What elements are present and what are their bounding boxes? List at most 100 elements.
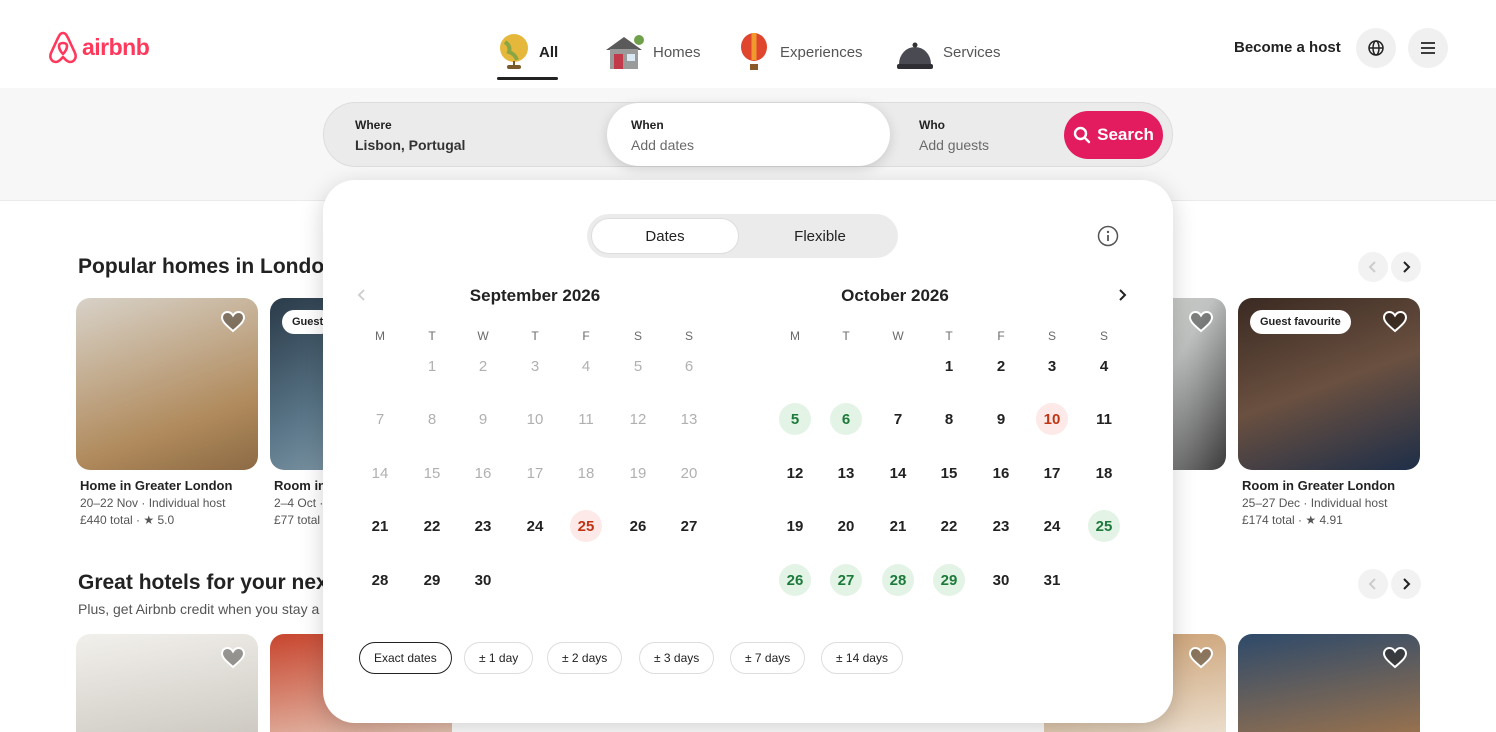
listing-text: Room in Greater London 25–27 Dec · Indivi… [1238,470,1420,527]
become-host[interactable]: Become a host [1234,39,1341,56]
calendar-day[interactable]: 29 [933,564,965,596]
calendar-day[interactable]: 9 [996,410,1006,428]
tab-experiences[interactable]: Experiences [738,26,863,78]
calendar-day[interactable]: 18 [1095,464,1113,482]
listing-title: Room in [274,478,326,493]
calendar-day[interactable]: 4 [1099,357,1109,375]
calendar-day[interactable]: 2 [996,357,1006,375]
calendar-day[interactable]: 31 [1043,571,1061,589]
listing-image[interactable] [76,634,258,732]
tab-services[interactable]: Services [895,26,1001,78]
weekday: T [945,329,953,343]
calendar-day: 16 [474,464,492,482]
calendar-day[interactable]: 7 [893,410,903,428]
heart-icon [220,310,246,333]
favorite-button[interactable] [220,645,246,671]
calendar-day[interactable]: 30 [474,571,492,589]
heart-icon [1382,646,1408,669]
arrow-icon [1403,261,1411,273]
favorite-button[interactable] [1188,645,1214,671]
calendar-day[interactable]: 3 [1047,357,1057,375]
calendar-day[interactable]: 22 [423,517,441,535]
flex-chip[interactable]: ± 1 day [464,642,534,674]
toggle-flexible[interactable]: Flexible [794,227,846,245]
calendar-day: 4 [581,357,591,375]
calendar-day: 7 [375,410,385,428]
calendar-day[interactable]: 23 [992,517,1010,535]
calendar-day[interactable]: 12 [786,464,804,482]
calendar-day[interactable]: 20 [837,517,855,535]
calendar-day: 5 [633,357,643,375]
favorite-button[interactable] [220,309,246,335]
calendar-day[interactable]: 6 [830,403,862,435]
calendar-day[interactable]: 28 [371,571,389,589]
calendar-day[interactable]: 24 [1043,517,1061,535]
favorite-button[interactable] [1188,309,1214,335]
listing-card[interactable]: Guest favourite Room in Greater London 25–… [1238,298,1420,527]
calendar-day[interactable]: 22 [940,517,958,535]
calendar-day[interactable]: 16 [992,464,1010,482]
flex-chip[interactable]: ± 14 days [821,642,903,674]
calendar-day[interactable]: 14 [889,464,907,482]
prev-month[interactable] [355,288,369,302]
calendar-day[interactable]: 29 [423,571,441,589]
month-name: October 2026 [841,286,949,305]
who-field[interactable]: Who Add guests [919,118,989,153]
flex-chip[interactable]: ± 3 days [639,642,715,674]
search-button[interactable]: Search [1064,111,1163,159]
calendar-day[interactable]: 17 [1043,464,1061,482]
favorite-button[interactable] [1382,645,1408,671]
tab-all[interactable]: All [497,26,559,80]
info-icon[interactable] [1097,225,1119,247]
calendar-day[interactable]: 8 [944,410,954,428]
calendar-day[interactable]: 28 [882,564,914,596]
heart-icon [1188,646,1214,669]
weekday: T [531,329,539,343]
calendar-day[interactable]: 10 [1036,403,1068,435]
weekday: S [633,329,642,343]
listing-card[interactable]: Home in Greater London 20–22 Nov · Indivi… [76,298,258,527]
flex-chip[interactable]: ± 2 days [547,642,623,674]
menu-button[interactable] [1408,28,1448,68]
calendar-day[interactable]: 26 [779,564,811,596]
next-month[interactable] [1115,288,1129,302]
calendar-day[interactable]: 5 [779,403,811,435]
calendar-day[interactable]: 21 [889,517,907,535]
flex-chip[interactable]: ± 7 days [730,642,806,674]
logo-text: airbnb [82,34,150,60]
listing-meta: £440 total · ★ 5.0 [80,513,175,527]
calendar-day[interactable]: 11 [1096,410,1112,428]
carousel-prev[interactable] [1358,252,1388,282]
calendar-day[interactable]: 24 [526,517,544,535]
heart-icon [1188,310,1214,333]
carousel-next[interactable] [1391,252,1421,282]
calendar-day[interactable]: 26 [629,517,647,535]
listing-text: Room in 2–4 Oct · £77 total [270,470,452,527]
calendar-day[interactable]: 23 [474,517,492,535]
calendar-day[interactable]: 15 [940,464,958,482]
carousel-prev[interactable] [1358,569,1388,599]
calendar-day[interactable]: 30 [992,571,1010,589]
calendar-day[interactable]: 19 [786,517,804,535]
calendar-day[interactable]: 13 [837,464,855,482]
calendar-day[interactable]: 21 [371,517,389,535]
section-title: Popular homes in London [78,255,337,278]
where-field[interactable]: Where Lisbon, Portugal [355,118,465,153]
calendar-day[interactable]: 27 [830,564,862,596]
when-field[interactable]: When Add dates [607,103,890,166]
language-button[interactable] [1356,28,1396,68]
carousel-next[interactable] [1391,569,1421,599]
logo[interactable]: airbnb [48,31,150,64]
arrow-icon [1368,261,1376,273]
toggle-dates[interactable]: Dates [591,218,739,254]
calendar-day[interactable]: 27 [680,517,698,535]
calendar-day[interactable]: 25 [570,510,602,542]
tab-homes[interactable]: Homes [603,26,701,78]
weekday: T [842,329,850,343]
calendar-day[interactable]: 1 [944,357,954,375]
weekday: F [582,329,590,343]
flex-chip[interactable]: Exact dates [359,642,452,674]
listing-image[interactable] [1238,634,1420,732]
favorite-button[interactable] [1382,309,1408,335]
calendar-day[interactable]: 25 [1088,510,1120,542]
